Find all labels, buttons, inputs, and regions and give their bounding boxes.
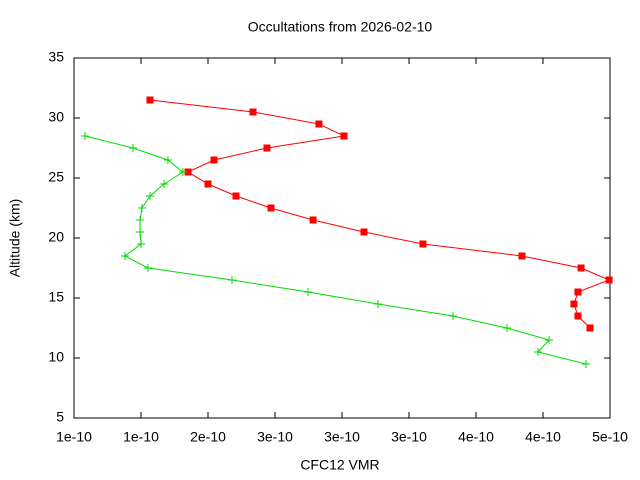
marker <box>137 204 146 212</box>
marker <box>518 252 526 260</box>
y-tick-label: 35 <box>48 49 64 65</box>
marker <box>267 204 275 212</box>
series-line <box>84 135 587 365</box>
marker <box>143 264 152 272</box>
marker <box>80 132 89 140</box>
y-tick-label: 10 <box>48 349 64 365</box>
series-line <box>149 99 611 329</box>
marker <box>534 348 543 356</box>
marker <box>570 300 578 308</box>
marker <box>136 216 145 224</box>
marker <box>374 300 383 308</box>
x-tick-label: 4e-10 <box>458 429 494 445</box>
marker <box>309 216 317 224</box>
x-axis-label: CFC12 VMR <box>300 457 379 473</box>
marker <box>136 228 145 236</box>
marker <box>204 180 212 188</box>
y-tick-label: 20 <box>48 229 64 245</box>
y-axis-label: Altitude (km) <box>7 199 23 278</box>
marker <box>419 240 427 248</box>
marker <box>121 252 130 260</box>
x-tick-label: 1e-10 <box>123 429 159 445</box>
marker <box>502 324 511 332</box>
marker <box>605 276 613 284</box>
marker <box>249 108 257 116</box>
marker <box>145 192 154 200</box>
marker <box>574 312 582 320</box>
marker <box>146 96 154 104</box>
x-tick-label: 5e-10 <box>592 429 628 445</box>
marker <box>360 228 368 236</box>
y-tick-label: 15 <box>48 289 64 305</box>
marker <box>574 288 582 296</box>
x-tick-label: 3e-10 <box>257 429 293 445</box>
marker <box>232 192 240 200</box>
marker <box>210 156 218 164</box>
marker <box>163 156 172 164</box>
chart-title: Occultations from 2026-02-10 <box>248 19 433 35</box>
plot-frame <box>73 57 611 419</box>
marker <box>545 336 554 344</box>
marker <box>137 240 145 248</box>
marker <box>340 132 348 140</box>
y-tick-label: 25 <box>48 169 64 185</box>
y-tick-label: 30 <box>48 109 64 125</box>
marker <box>178 168 187 176</box>
marker <box>315 120 323 128</box>
marker <box>184 168 192 176</box>
marker <box>577 264 585 272</box>
marker <box>128 144 137 152</box>
marker <box>227 276 236 284</box>
x-tick-label: 2e-10 <box>190 429 226 445</box>
x-tick-label: 4e-10 <box>525 429 561 445</box>
x-tick-label: 3e-10 <box>324 429 360 445</box>
marker <box>303 288 312 296</box>
y-tick-label: 5 <box>56 409 64 425</box>
marker <box>160 180 169 188</box>
x-tick-label: 1e-10 <box>56 429 92 445</box>
marker <box>263 144 271 152</box>
marker <box>586 324 594 332</box>
marker <box>582 360 591 368</box>
x-tick-label: 3e-10 <box>391 429 427 445</box>
marker <box>448 312 457 320</box>
